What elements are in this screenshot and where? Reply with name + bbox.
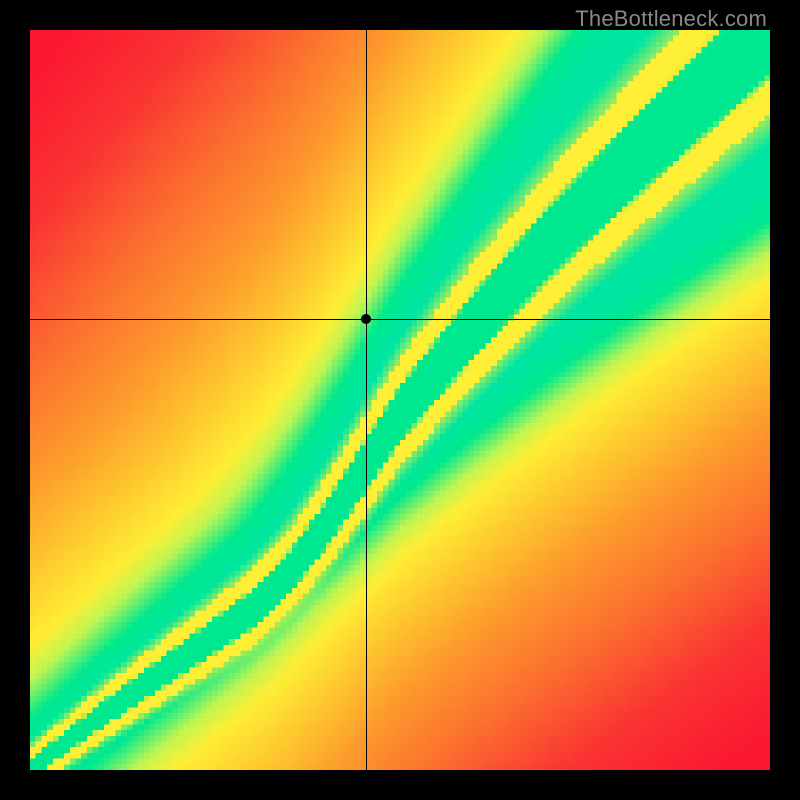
crosshair-horizontal	[30, 319, 770, 320]
watermark-text: TheBottleneck.com	[575, 6, 767, 32]
crosshair-vertical	[366, 30, 367, 770]
heatmap-canvas	[30, 30, 770, 770]
point-marker	[361, 314, 371, 324]
heatmap-plot	[30, 30, 770, 770]
chart-frame: { "watermark": "TheBottleneck.com", "cha…	[0, 0, 800, 800]
